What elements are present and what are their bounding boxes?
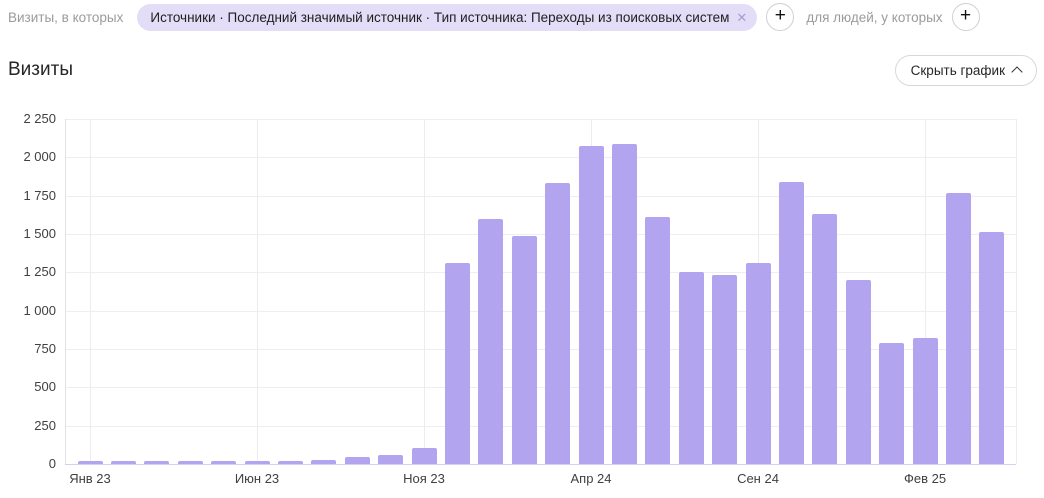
y-tick-label: 1 500 <box>23 226 56 241</box>
y-tick-label: 750 <box>34 341 56 356</box>
x-tick-label: Апр 24 <box>570 471 612 486</box>
chevron-up-icon <box>1011 65 1023 78</box>
chart-bar-фев-24[interactable] <box>511 235 537 464</box>
source-filter-chip-label: Источники · Последний значимый источник … <box>150 9 730 25</box>
y-tick-label: 500 <box>34 379 56 395</box>
chart-bar-мар-23[interactable] <box>144 461 170 464</box>
chart-bar-июн-24[interactable] <box>645 217 671 464</box>
for-people-label: для людей, у которых <box>806 9 943 25</box>
section-header: Визиты Скрыть график <box>8 52 1037 88</box>
chart-bar-сен-23[interactable] <box>344 457 370 464</box>
horizontal-gridline <box>65 464 1016 465</box>
chart-bar-авг-23[interactable] <box>311 459 337 464</box>
chart-bar-янв-23[interactable] <box>77 460 103 464</box>
chart-bar-сен-24[interactable] <box>745 263 771 464</box>
chart-bar-мар-25[interactable] <box>945 193 971 464</box>
plot-right-border <box>1016 119 1017 464</box>
chart-bar-дек-24[interactable] <box>845 280 871 464</box>
hide-chart-button[interactable]: Скрыть график <box>894 54 1037 86</box>
chart-bar-апр-25[interactable] <box>979 231 1005 464</box>
horizontal-gridline <box>65 387 1016 389</box>
chart-bar-май-24[interactable] <box>611 144 637 464</box>
chart-bar-фев-25[interactable] <box>912 338 938 464</box>
y-tick-label: 0 <box>48 456 56 471</box>
visits-in-which-label: Визиты, в которых <box>8 9 124 25</box>
source-filter-chip[interactable]: Источники · Последний значимый источник … <box>137 3 758 31</box>
chart-bar-янв-24[interactable] <box>478 218 504 464</box>
y-axis-line <box>65 119 66 464</box>
chart-bar-фев-23[interactable] <box>110 460 136 464</box>
vertical-gridline <box>424 119 425 464</box>
y-tick-label: 1 000 <box>23 302 56 318</box>
x-tick-label: Янв 23 <box>69 471 111 486</box>
chart-bar-окт-23[interactable] <box>378 454 404 464</box>
chart-bar-июл-23[interactable] <box>277 460 303 464</box>
chart-bar-июн-23[interactable] <box>244 460 270 464</box>
chart-bar-дек-23[interactable] <box>444 263 470 464</box>
x-tick-label: Ноя 23 <box>403 471 445 486</box>
chart-bar-мар-24[interactable] <box>545 183 571 464</box>
hide-chart-button-label: Скрыть график <box>910 62 1005 78</box>
chart-bar-июл-24[interactable] <box>678 272 704 464</box>
chart-bar-ноя-24[interactable] <box>812 214 838 464</box>
y-tick-label: 1 250 <box>23 264 56 280</box>
y-tick-label: 1 750 <box>23 187 56 203</box>
chart-bar-апр-24[interactable] <box>578 145 604 464</box>
horizontal-gridline <box>65 272 1016 274</box>
remove-filter-icon[interactable]: ✕ <box>736 9 748 25</box>
vertical-gridline <box>925 119 926 464</box>
chart-bar-апр-23[interactable] <box>177 460 203 464</box>
y-tick-label: 250 <box>34 417 56 433</box>
x-tick-label: Фев 25 <box>903 471 947 486</box>
vertical-gridline <box>257 119 258 464</box>
page-title: Визиты <box>8 59 73 80</box>
filter-bar: Визиты, в которых Источники · Последний … <box>8 2 1036 32</box>
horizontal-gridline <box>65 310 1016 312</box>
add-filter-button[interactable]: + <box>766 3 795 31</box>
horizontal-gridline <box>65 349 1016 350</box>
x-tick-label: Июн 23 <box>234 471 280 486</box>
x-tick-label: Сен 24 <box>737 471 779 486</box>
y-tick-label: 2 000 <box>23 149 56 165</box>
chart-bar-ноя-23[interactable] <box>411 447 437 464</box>
y-tick-label: 2 250 <box>23 111 56 126</box>
chart-bar-май-23[interactable] <box>211 461 237 464</box>
horizontal-gridline <box>65 157 1016 159</box>
add-people-filter-button[interactable]: + <box>951 3 980 31</box>
horizontal-gridline <box>65 195 1016 197</box>
chart-bar-авг-24[interactable] <box>712 275 738 464</box>
horizontal-gridline <box>65 119 1016 120</box>
vertical-gridline <box>90 119 91 464</box>
horizontal-gridline <box>65 425 1016 427</box>
chart-bar-янв-25[interactable] <box>879 342 905 464</box>
chart-bar-окт-24[interactable] <box>778 181 804 464</box>
horizontal-gridline <box>65 234 1016 235</box>
